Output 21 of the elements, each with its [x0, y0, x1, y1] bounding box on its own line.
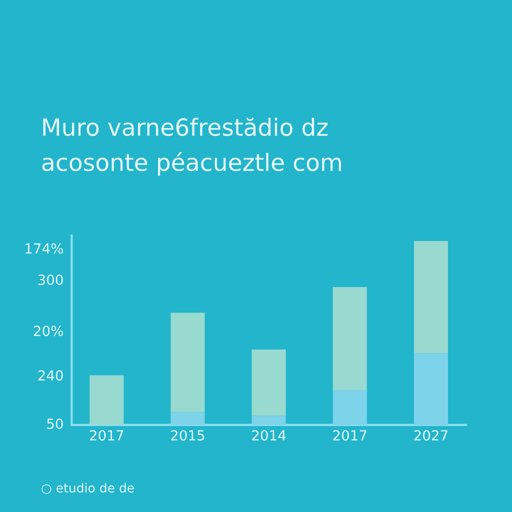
x-tick-label: 2017 [333, 430, 366, 441]
text: 240 [38, 370, 63, 381]
x-tick-label: 2014 [252, 430, 286, 441]
chart-title: Muro varne6frestădio dz acosonte péacueztle com [42, 118, 341, 176]
bar [252, 350, 286, 416]
bar [414, 353, 448, 425]
x-tick-label: 2015 [171, 430, 204, 441]
bar [414, 241, 448, 354]
text: 50 [47, 418, 63, 429]
x-tick-label: 2017 [90, 430, 124, 441]
text: 20% [34, 326, 64, 336]
text: 300 [38, 274, 63, 286]
bar [90, 375, 124, 425]
x-tick-label: 2027 [414, 430, 448, 441]
text: ○ etudio de de [42, 482, 134, 494]
bar [252, 416, 286, 425]
bar [332, 287, 367, 390]
bar [170, 312, 205, 412]
bar [332, 390, 367, 425]
bar [170, 412, 205, 425]
text: 174% [26, 243, 64, 254]
